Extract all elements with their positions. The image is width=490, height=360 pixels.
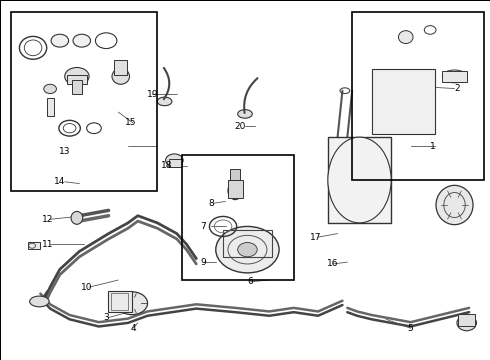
Text: 12: 12 <box>42 215 53 224</box>
Bar <box>47 98 54 116</box>
Ellipse shape <box>216 226 279 273</box>
Text: 14: 14 <box>54 177 66 186</box>
Bar <box>11 12 157 191</box>
Bar <box>352 12 484 180</box>
Ellipse shape <box>71 211 83 224</box>
Bar <box>115 60 127 75</box>
Ellipse shape <box>398 31 413 44</box>
Bar <box>328 137 391 223</box>
Bar <box>108 291 132 312</box>
Ellipse shape <box>112 68 129 84</box>
Text: 11: 11 <box>42 240 53 249</box>
Text: 3: 3 <box>103 313 109 322</box>
Text: 8: 8 <box>208 199 214 208</box>
Text: 13: 13 <box>59 147 71 156</box>
Text: 2: 2 <box>454 84 460 93</box>
Bar <box>223 230 272 257</box>
Ellipse shape <box>157 97 172 106</box>
Bar <box>442 71 466 82</box>
Bar <box>67 75 87 84</box>
Ellipse shape <box>166 154 183 167</box>
Text: 15: 15 <box>125 118 136 127</box>
Text: 18: 18 <box>161 161 173 170</box>
Bar <box>228 180 243 198</box>
Text: 9: 9 <box>201 258 206 267</box>
Text: 17: 17 <box>310 233 321 242</box>
Text: 1: 1 <box>430 141 436 150</box>
Text: 5: 5 <box>408 324 414 333</box>
Bar <box>182 155 294 280</box>
Bar <box>372 69 435 134</box>
Text: 19: 19 <box>147 90 158 99</box>
Ellipse shape <box>228 182 243 200</box>
Ellipse shape <box>442 70 466 83</box>
Ellipse shape <box>436 185 473 225</box>
Bar <box>72 80 82 94</box>
Text: 20: 20 <box>234 122 246 131</box>
Bar <box>230 169 240 180</box>
Ellipse shape <box>238 110 252 118</box>
Bar <box>170 158 182 167</box>
Text: 4: 4 <box>130 324 136 333</box>
Ellipse shape <box>30 296 49 307</box>
Ellipse shape <box>116 292 147 315</box>
Text: 16: 16 <box>327 260 339 269</box>
Ellipse shape <box>328 137 391 223</box>
Ellipse shape <box>65 67 89 85</box>
Bar <box>28 242 40 249</box>
Text: 6: 6 <box>247 277 253 286</box>
Text: 10: 10 <box>81 283 93 292</box>
Bar <box>111 293 128 310</box>
Ellipse shape <box>44 84 56 94</box>
Ellipse shape <box>51 34 69 47</box>
Bar <box>458 314 475 327</box>
Ellipse shape <box>457 315 476 331</box>
Ellipse shape <box>73 34 91 47</box>
Text: 7: 7 <box>201 222 206 231</box>
Ellipse shape <box>238 243 257 257</box>
